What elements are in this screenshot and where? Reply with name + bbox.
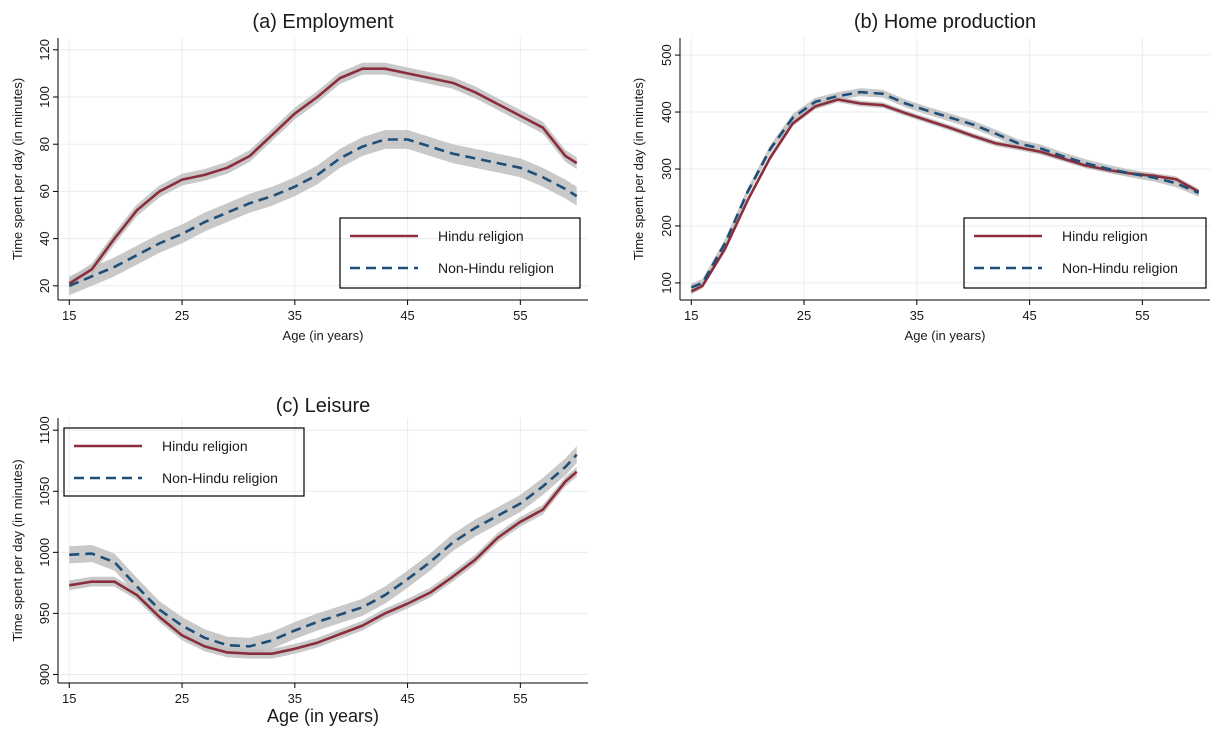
x-tick-label: 35 — [288, 691, 302, 706]
x-tick-label: 35 — [288, 308, 302, 323]
panel-home-production: 15 25 35 45 55 100 200 300 400 500 (b) Home produc… — [631, 11, 1210, 343]
y-tick-label: 100 — [37, 86, 52, 108]
legend-label-non-hindu: Non-Hindu religion — [1062, 260, 1178, 276]
y-tick-label: 60 — [37, 184, 52, 198]
x-tick-label: 55 — [513, 691, 527, 706]
x-tick-label: 45 — [400, 308, 414, 323]
legend-box — [339, 217, 581, 289]
x-axis-label: Age (in years) — [267, 706, 379, 726]
y-tick-label: 300 — [659, 158, 674, 180]
x-tick-label: 25 — [797, 308, 811, 323]
y-tick-label: 80 — [37, 137, 52, 151]
legend-label-hindu: Hindu religion — [438, 228, 524, 244]
series-line-hindu — [69, 470, 578, 655]
ci-band-hindu — [69, 466, 577, 659]
series-line-non-hindu — [690, 90, 1200, 289]
series-line-hindu — [690, 98, 1200, 293]
legend: Hindu religion Non-Hindu religion — [963, 217, 1207, 289]
y-tick-label: 500 — [659, 44, 674, 66]
x-tick-label: 25 — [175, 691, 189, 706]
x-tick-label: 15 — [62, 691, 76, 706]
chart-title: (a) Employment — [252, 11, 394, 33]
chart-title: (b) Home production — [854, 11, 1036, 33]
legend-label-non-hindu: Non-Hindu religion — [162, 470, 278, 486]
series-line-non-hindu — [68, 138, 578, 288]
y-tick-label: 1100 — [37, 416, 52, 444]
x-axis-label: Age (in years) — [905, 328, 986, 343]
y-tick-label: 900 — [37, 664, 52, 686]
series-line-hindu — [68, 67, 578, 285]
y-tick-label: 120 — [37, 39, 52, 61]
legend-label-hindu: Hindu religion — [1062, 228, 1148, 244]
x-tick-label: 25 — [175, 308, 189, 323]
x-tick-label: 45 — [1022, 308, 1036, 323]
y-axis-label: Time spent per day (in minutes) — [10, 78, 25, 260]
legend-box — [63, 427, 305, 497]
x-tick-label: 55 — [1135, 308, 1149, 323]
y-tick-label: 950 — [37, 603, 52, 625]
x-tick-label: 45 — [400, 691, 414, 706]
chart-title: (c) Leisure — [276, 395, 370, 417]
panel-employment: 15 25 35 45 55 20 40 60 80 100 120 (a) Employment Ag… — [10, 11, 588, 343]
y-tick-label: 40 — [37, 231, 52, 245]
y-tick-label: 100 — [659, 272, 674, 294]
y-tick-label: 1000 — [37, 538, 52, 567]
x-axis-label: Age (in years) — [283, 328, 364, 343]
y-tick-label: 20 — [37, 279, 52, 293]
x-tick-label: 15 — [62, 308, 76, 323]
series-line-non-hindu — [69, 453, 578, 648]
y-tick-label: 400 — [659, 101, 674, 123]
ci-band-non-hindu — [69, 446, 577, 655]
legend: Hindu religion Non-Hindu religion — [339, 217, 581, 289]
x-tick-label: 55 — [513, 308, 527, 323]
y-tick-label: 200 — [659, 215, 674, 237]
y-tick-label: 1050 — [37, 477, 52, 506]
x-tick-label: 35 — [910, 308, 924, 323]
legend-label-non-hindu: Non-Hindu religion — [438, 260, 554, 276]
legend-box — [963, 217, 1207, 289]
y-axis-label: Time spent per day (in minutes) — [10, 459, 25, 641]
x-tick-label: 15 — [684, 308, 698, 323]
y-axis-label: Time spent per day (in minutes) — [631, 78, 646, 260]
legend: Hindu religion Non-Hindu religion — [63, 427, 305, 497]
panel-leisure: 15 25 35 45 55 900 950 1000 1050 1100 (c) Leisure A… — [10, 395, 588, 726]
ci-band-non-hindu — [69, 130, 577, 296]
legend-label-hindu: Hindu religion — [162, 438, 248, 454]
